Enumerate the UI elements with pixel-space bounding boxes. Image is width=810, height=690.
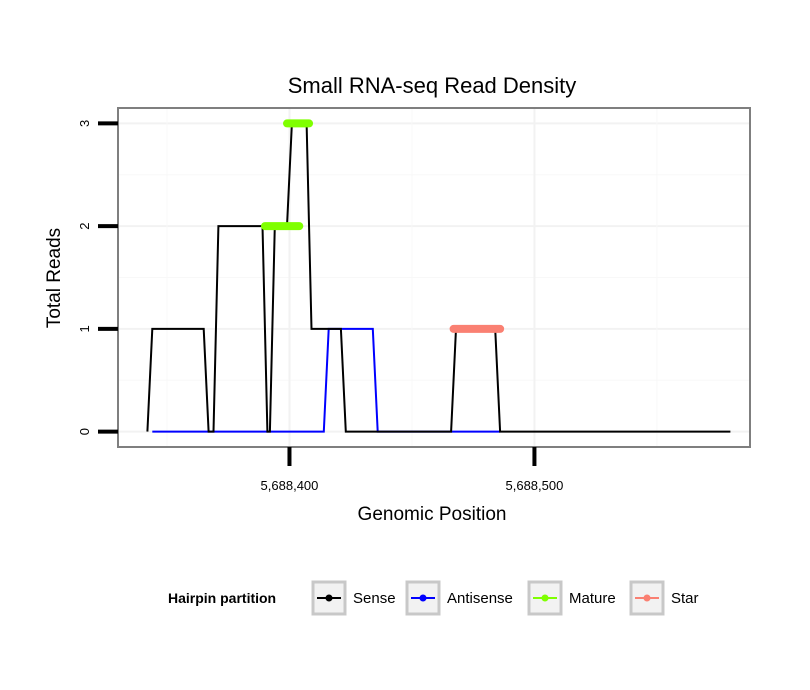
legend-key-dot-mature	[541, 594, 549, 602]
y-tick-label: 1	[77, 325, 92, 332]
legend: Hairpin partition Sense Antisense Mature St…	[168, 580, 699, 616]
legend-key-dot-antisense	[419, 594, 427, 602]
y-tick-label: 2	[77, 223, 92, 230]
chart-title: Small RNA-seq Read Density	[288, 73, 577, 98]
x-tick-label: 5,688,500	[506, 478, 564, 493]
plot-panel-border	[117, 107, 751, 448]
legend-title: Hairpin partition	[168, 590, 276, 606]
y-tick-label: 3	[77, 120, 92, 127]
legend-label-antisense: Antisense	[447, 590, 513, 607]
x-tick-label: 5,688,400	[261, 478, 319, 493]
y-axis-title: Total Reads	[44, 228, 65, 328]
y-tick-label: 0	[77, 428, 92, 435]
legend-label-star: Star	[671, 590, 699, 607]
series-layer	[146, 119, 731, 433]
legend-key-dot-sense	[325, 594, 333, 602]
legend-entries: Sense Antisense Mature Star	[311, 580, 699, 616]
x-axis-title: Genomic Position	[358, 504, 507, 525]
legend-label-mature: Mature	[569, 590, 616, 607]
legend-label-sense: Sense	[353, 590, 396, 607]
legend-key-dot-star	[643, 594, 651, 602]
axis-ticks: 0 1 2 3 5,688,400 5,688,500	[77, 120, 563, 493]
